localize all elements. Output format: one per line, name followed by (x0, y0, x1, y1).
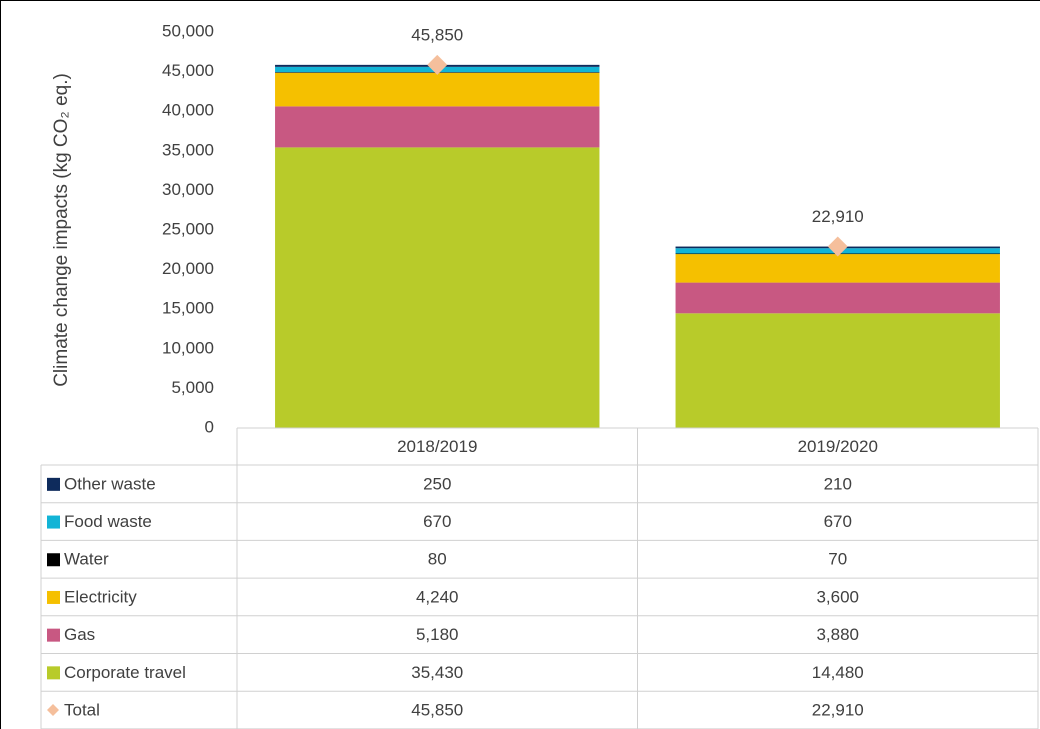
bar-segment (275, 106, 600, 148)
y-axis-label: Climate change impacts (kg CO₂ eq.) (51, 73, 72, 387)
y-tick-label: 25,000 (162, 219, 214, 238)
table-value: 14,480 (812, 663, 864, 682)
bar-segment (675, 254, 1000, 283)
y-tick-label: 10,000 (162, 338, 214, 357)
table-value: 3,600 (816, 587, 859, 606)
legend-label: Gas (64, 625, 95, 644)
legend-label: Total (64, 701, 100, 720)
x-tick-label: 2018/2019 (397, 437, 477, 456)
table-value: 22,910 (812, 701, 864, 720)
legend-marker (47, 704, 59, 717)
legend-swatch (47, 628, 60, 642)
bar-segment (275, 72, 600, 107)
table-value: 4,240 (416, 587, 459, 606)
table-value: 35,430 (411, 663, 463, 682)
total-marker (427, 54, 448, 75)
legend-label: Electricity (64, 587, 137, 606)
table-value: 3,880 (816, 625, 859, 644)
y-tick-label: 20,000 (162, 259, 214, 278)
legend-swatch (47, 477, 60, 491)
legend-label: Other waste (64, 474, 156, 493)
legend-swatch (47, 553, 60, 567)
bar-segment (275, 147, 600, 428)
y-tick-label: 5,000 (171, 378, 214, 397)
table-value: 45,850 (411, 701, 463, 720)
table-value: 250 (423, 474, 451, 493)
legend-label: Corporate travel (64, 663, 186, 682)
legend-swatch (47, 666, 60, 680)
bar-segment (675, 313, 1000, 428)
total-marker (827, 236, 848, 257)
table-value: 5,180 (416, 625, 459, 644)
x-tick-label: 2019/2020 (798, 437, 878, 456)
bar-segment (675, 282, 1000, 314)
data-label: 45,850 (411, 25, 463, 44)
table-value: 670 (824, 512, 852, 531)
table-value: 70 (828, 550, 847, 569)
y-tick-label: 0 (205, 417, 214, 436)
y-tick-label: 40,000 (162, 101, 214, 120)
y-tick-label: 50,000 (162, 21, 214, 40)
table-value: 210 (824, 474, 852, 493)
y-tick-label: 35,000 (162, 140, 214, 159)
table-value: 80 (428, 550, 447, 569)
y-tick-label: 15,000 (162, 299, 214, 318)
legend-swatch (47, 590, 60, 604)
legend-label: Food waste (64, 512, 152, 531)
y-tick-label: 30,000 (162, 180, 214, 199)
y-tick-label: 45,000 (162, 61, 214, 80)
legend-label: Water (64, 550, 109, 569)
data-label: 22,910 (812, 207, 864, 226)
table-value: 670 (423, 512, 451, 531)
legend-swatch (47, 515, 60, 529)
